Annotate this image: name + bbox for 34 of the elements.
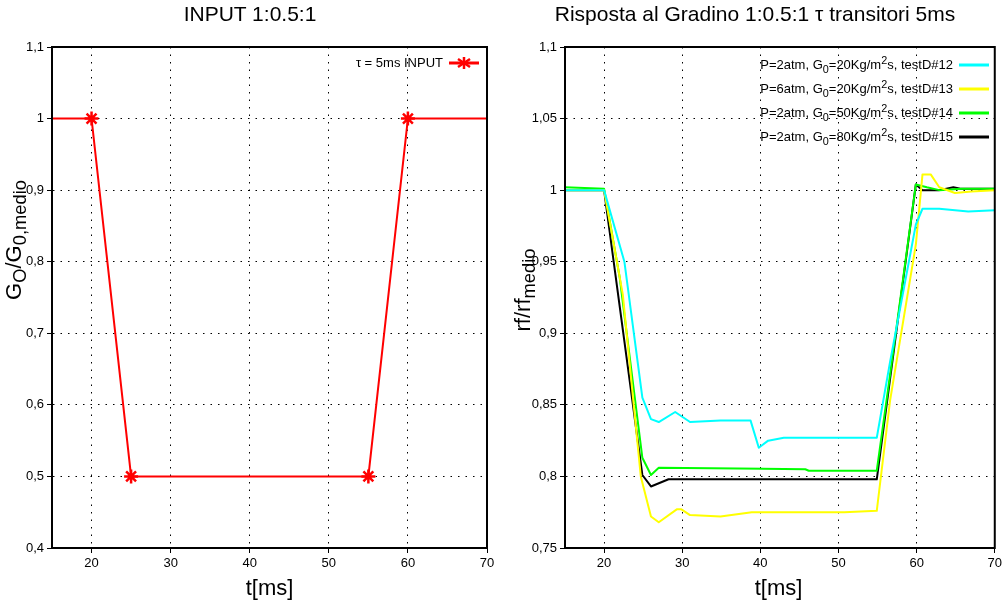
y-tick-label: 1,05 [531,110,557,126]
x-tick-label: 40 [753,555,768,571]
y-tick-label: 0,7 [25,324,44,340]
y-tick-label: 1,1 [538,38,557,54]
chart-title: Risposta al Gradino 1:0.5:1 τ transitori 5ms [553,2,957,26]
y-tick-label: 1 [549,181,557,197]
x-tick-label: 60 [909,555,924,571]
x-tick-label: 70 [479,555,495,571]
x-tick-label: 20 [84,555,99,571]
legend-label: P=2atm, G$_{0}$=80Kg/m$^{2}$s, testD#15 [760,124,953,149]
legend-label: P=2atm, G$_{0}$=20Kg/m$^{2}$s, testD#12 [760,53,953,77]
legend-label: P=2atm, G$_{0}$=50Kg/m$^{2}$s, testD#14 [760,100,953,125]
x-tick-label: 30 [163,555,178,571]
y-tick-label: 0,85 [531,396,557,412]
x-tick-label: 30 [674,555,690,571]
y-tick-label: 0,8 [538,468,557,484]
x-tick-label: 20 [596,555,612,571]
y-tick-label: 0,6 [25,396,44,412]
y-tick-label: 0,75 [531,539,557,555]
y-tick-label: 0,5 [25,468,44,484]
x-tick-label: 70 [987,555,1002,571]
y-tick-label: 1 [36,110,44,126]
y-tick-label: 0,9 [538,324,557,340]
x-tick-label: 50 [321,555,337,571]
y-tick-label: 1,1 [25,38,44,54]
legend-label: τ = 5ms INPUT [355,55,443,70]
x-tick-label: 50 [831,555,846,571]
x-axis-title: t[ms] [244,575,295,601]
y-tick-label: 0,4 [25,539,44,555]
legend-label: P=6atm, G$_{0}$=20Kg/m$^{2}$s, testD#13 [760,76,953,101]
x-tick-label: 40 [242,555,257,571]
x-tick-label: 60 [400,555,416,571]
chart-title: INPUT 1:0.5:1 [182,2,318,26]
x-axis-title: t[ms] [753,575,804,601]
